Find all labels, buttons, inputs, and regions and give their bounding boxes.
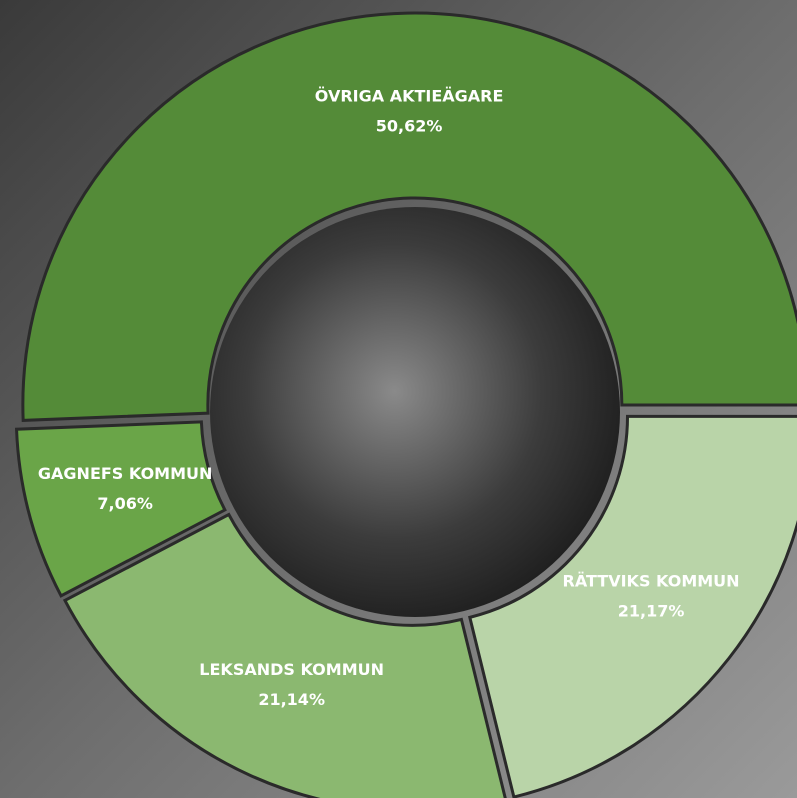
slice-value: 50,62%: [376, 117, 443, 136]
slice-value: 21,17%: [618, 602, 685, 621]
slice-label: RÄTTVIKS KOMMUN: [563, 572, 740, 591]
slice-value: 7,06%: [97, 494, 153, 513]
slice-label: ÖVRIGA AKTIEÄGARE: [315, 87, 504, 106]
slice-value: 21,14%: [258, 690, 325, 709]
chart: RÄTTVIKS KOMMUN 21,17% LEKSANDS KOMMUN 21,1…: [0, 0, 797, 798]
slice-label: LEKSANDS KOMMUN: [199, 660, 384, 679]
slice-label: GAGNEFS KOMMUN: [38, 464, 213, 483]
center-photo: [210, 207, 620, 617]
